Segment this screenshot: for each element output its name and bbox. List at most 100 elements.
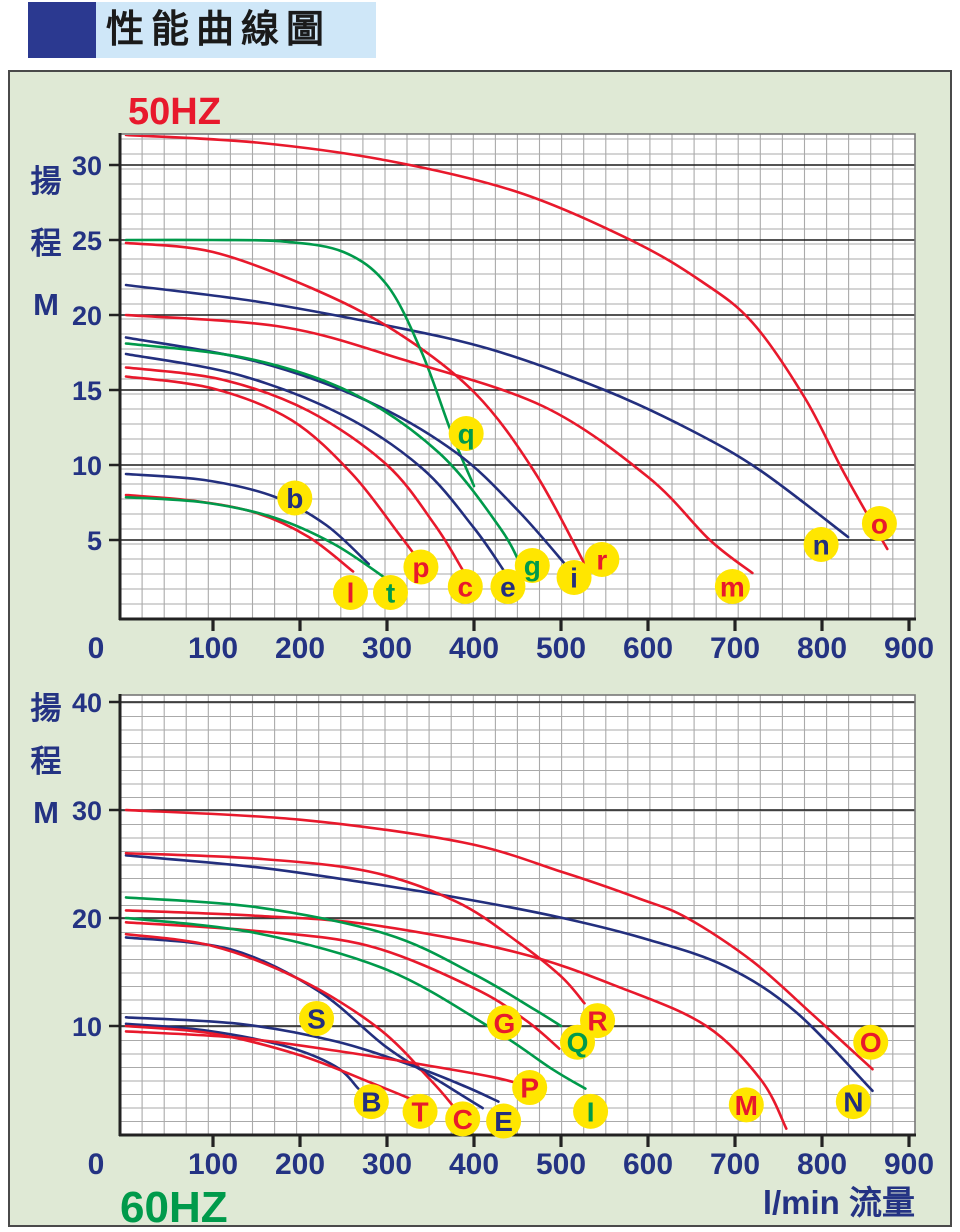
y-axis-title-char: M	[33, 287, 59, 322]
chart-panel: 30 25 20 15 10 5 0 100 200 300 400 500 600 700 800 900 揚…	[8, 70, 952, 1227]
curve-badge-letter: S	[307, 1003, 326, 1034]
curve-badge-letter: O	[860, 1027, 882, 1058]
curve-badge-Q: Q	[560, 1024, 596, 1060]
curve-badge-m: m	[714, 569, 750, 604]
x-tick-label: 600	[623, 1148, 673, 1181]
curve-badge-letter: T	[412, 1096, 429, 1127]
x-tick-label: 800	[797, 1148, 847, 1181]
curve-N	[124, 854, 874, 1093]
x-tick-label: 400	[449, 1148, 499, 1181]
curve-badge-letter: n	[813, 530, 830, 561]
curve-badge-G: G	[486, 1005, 522, 1041]
chart-frequency-label: 50HZ	[128, 91, 221, 133]
curve-badge-letter: M	[735, 1090, 758, 1121]
curve-badge-I: I	[573, 1093, 609, 1129]
curve-badge-letter: p	[412, 552, 429, 583]
curve-badge-letter: t	[386, 578, 395, 609]
curve-badge-T: T	[402, 1093, 438, 1129]
curve-badge-i: i	[556, 560, 592, 595]
curve-t	[124, 495, 390, 582]
x-tick-label: 700	[710, 1148, 760, 1181]
curve-badge-S: S	[299, 1000, 335, 1036]
curve-badge-letter: R	[587, 1006, 607, 1037]
y-tick-label: 20	[72, 301, 102, 331]
y-axis-title-char: 程	[31, 744, 62, 779]
curve-badge-O: O	[853, 1024, 889, 1060]
curve-badge-n: n	[803, 527, 839, 562]
y-axis-title-char: 揚	[31, 691, 62, 726]
x-tick-label: 500	[536, 1148, 586, 1181]
curves	[124, 135, 889, 582]
curve-q	[124, 238, 476, 488]
x-tick-label: 300	[362, 1148, 412, 1181]
curve-badge-letter: c	[458, 572, 474, 603]
curve-badge-letter: e	[500, 572, 516, 603]
curve-badge-E: E	[486, 1103, 522, 1139]
curve-badge-l: l	[332, 575, 368, 610]
x-tick-label: 700	[710, 632, 760, 665]
curve-badge-N: N	[835, 1084, 871, 1120]
curve-badge-letter: Q	[567, 1027, 589, 1058]
x-tick-label: 900	[884, 1148, 934, 1181]
curve-badge-letter: I	[587, 1096, 595, 1127]
x-tick-label: 200	[275, 632, 325, 665]
curve-badge-q: q	[448, 416, 484, 451]
curve-badge-letter: E	[494, 1106, 513, 1137]
curve-C	[124, 932, 457, 1110]
page-title: 性能曲線圖	[106, 9, 332, 51]
curve-badge-letter: N	[843, 1087, 863, 1118]
major-grid	[120, 164, 915, 541]
x-tick-label: 400	[449, 632, 499, 665]
x-tick-label: 0	[88, 1148, 105, 1181]
curve-R	[124, 851, 586, 1005]
curve-badge-letter: g	[524, 551, 541, 582]
curve-badge-letter: P	[520, 1073, 539, 1104]
curve-m	[124, 313, 754, 575]
curve-badge-letter: C	[453, 1104, 473, 1135]
curve-badge-letter: q	[458, 419, 475, 450]
x-tick-label: 500	[536, 632, 586, 665]
title-bar: 性能曲線圖	[28, 2, 376, 58]
curve-badge-b: b	[277, 480, 313, 516]
curve-o	[124, 135, 889, 551]
x-tick-label: 800	[797, 632, 847, 665]
y-tick-label: 30	[72, 796, 102, 826]
curve-n	[124, 283, 850, 539]
curve-badge-letter: G	[494, 1008, 516, 1039]
title-bar-accent-square	[28, 2, 96, 58]
y-tick-label: 40	[72, 688, 102, 718]
curve-T	[124, 1024, 422, 1104]
curves	[124, 808, 874, 1130]
x-tick-label: 100	[188, 1148, 238, 1181]
x-tick-label: 600	[623, 632, 673, 665]
x-tick-label: 100	[188, 632, 238, 665]
minor-grid	[120, 695, 915, 1135]
y-tick-label: 10	[72, 1012, 102, 1042]
curve-Q	[124, 896, 563, 1028]
y-tick-label: 5	[87, 526, 102, 556]
chart-frequency-label: 60HZ	[120, 1183, 228, 1225]
curve-b	[124, 472, 370, 566]
curve-c	[124, 366, 464, 572]
curve-badge-e: e	[490, 569, 526, 604]
curve-badge-B: B	[353, 1084, 389, 1120]
curve-badge-letter: m	[720, 572, 745, 603]
chart-50HZ: 30 25 20 15 10 5 0 100 200 300 400 500 600 700 800 900 揚…	[31, 91, 935, 665]
performance-curves-figure: 30 25 20 15 10 5 0 100 200 300 400 500 600 700 800 900 揚…	[31, 91, 935, 1225]
curve-badge-letter: r	[596, 545, 607, 576]
curve-badge-o: o	[861, 506, 897, 541]
curve-S	[124, 1016, 500, 1103]
x-tick-label: 200	[275, 1148, 325, 1181]
curve-O	[124, 808, 874, 1071]
y-tick-label: 25	[72, 226, 102, 256]
y-tick-label: 15	[72, 376, 102, 406]
curve-badge-letter: b	[286, 483, 303, 514]
curve-badge-p: p	[403, 549, 439, 585]
curve-e	[124, 352, 506, 573]
curve-badge-C: C	[445, 1101, 481, 1137]
y-axis-title-char: M	[33, 795, 59, 830]
curve-badge-letter: l	[347, 578, 355, 609]
curve-M	[124, 909, 788, 1130]
